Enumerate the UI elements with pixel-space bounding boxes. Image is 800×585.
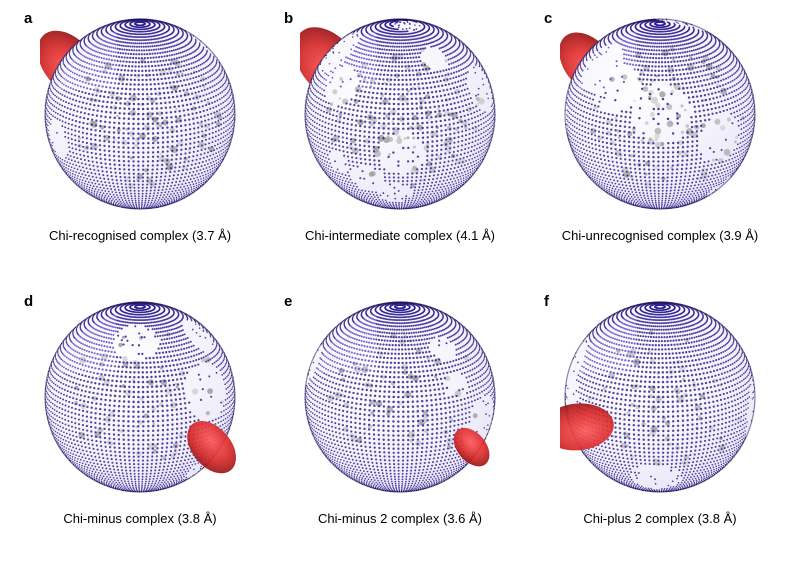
sphere-b bbox=[300, 16, 500, 216]
figure-grid: a Chi-recognised complex (3.7 Å) b Chi-i… bbox=[0, 0, 800, 585]
panel-label-c: c bbox=[544, 10, 552, 27]
sphere-e bbox=[300, 299, 500, 499]
caption-a: Chi-recognised complex (3.7 Å) bbox=[49, 228, 231, 243]
panel-e: e Chi-minus 2 complex (3.6 Å) bbox=[270, 293, 530, 566]
sphere-f bbox=[560, 299, 760, 499]
caption-b: Chi-intermediate complex (4.1 Å) bbox=[305, 228, 495, 243]
panel-label-e: e bbox=[284, 293, 292, 310]
panel-c: c Chi-unrecognised complex (3.9 Å) bbox=[530, 10, 790, 283]
panel-b: b Chi-intermediate complex (4.1 Å) bbox=[270, 10, 530, 283]
panel-a: a Chi-recognised complex (3.7 Å) bbox=[10, 10, 270, 283]
panel-label-a: a bbox=[24, 10, 32, 27]
sphere-c bbox=[560, 16, 760, 216]
caption-e: Chi-minus 2 complex (3.6 Å) bbox=[318, 511, 482, 526]
sphere-a bbox=[40, 16, 240, 216]
caption-c: Chi-unrecognised complex (3.9 Å) bbox=[562, 228, 759, 243]
panel-label-f: f bbox=[544, 293, 549, 310]
panel-label-b: b bbox=[284, 10, 293, 27]
panel-d: d Chi-minus complex (3.8 Å) bbox=[10, 293, 270, 566]
sphere-d bbox=[40, 299, 240, 499]
panel-f: f Chi-plus 2 complex (3.8 Å) bbox=[530, 293, 790, 566]
panel-label-d: d bbox=[24, 293, 33, 310]
caption-d: Chi-minus complex (3.8 Å) bbox=[63, 511, 216, 526]
caption-f: Chi-plus 2 complex (3.8 Å) bbox=[583, 511, 736, 526]
